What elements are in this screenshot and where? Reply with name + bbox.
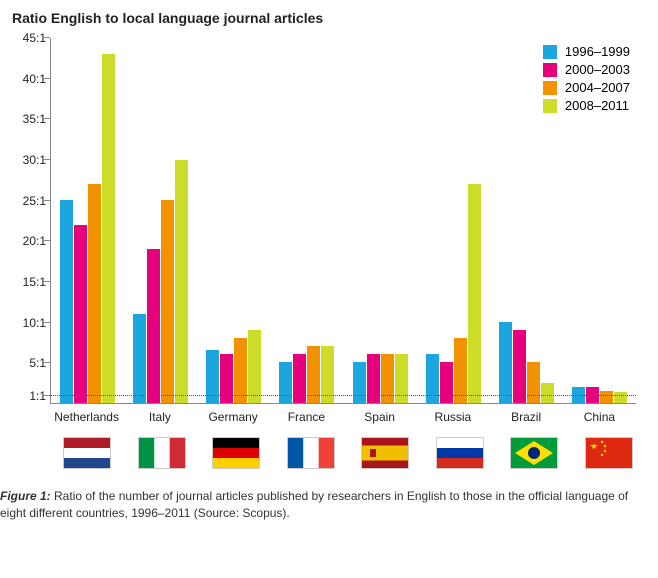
flag-cell	[125, 436, 200, 470]
baseline-1-1	[50, 395, 636, 396]
flag-cell	[572, 436, 647, 470]
es-flag-icon	[362, 438, 408, 468]
x-tick-label: Netherlands	[50, 406, 123, 428]
chart-title: Ratio English to local language journal …	[0, 0, 658, 26]
bar	[454, 338, 467, 403]
fr-flag-icon	[288, 438, 334, 468]
x-tick-label: Brazil	[490, 406, 563, 428]
y-tick-label: 35:1	[12, 112, 50, 126]
bar	[468, 184, 481, 403]
y-tick-label: 20:1	[12, 234, 50, 248]
ru-flag-icon	[437, 438, 483, 468]
legend-label: 2008–2011	[565, 98, 629, 113]
bar	[175, 160, 188, 403]
x-axis-labels: NetherlandsItalyGermanyFranceSpainRussia…	[50, 406, 636, 428]
bar	[102, 54, 115, 403]
bar	[353, 362, 366, 403]
bar	[513, 330, 526, 403]
legend-swatch	[543, 81, 557, 95]
flag-cell	[423, 436, 498, 470]
bar	[60, 200, 73, 403]
br-flag-icon	[511, 438, 557, 468]
de-flag-icon	[213, 438, 259, 468]
legend-swatch	[543, 63, 557, 77]
bar	[133, 314, 146, 403]
y-tick-label: 45:1	[12, 31, 50, 45]
caption-prefix: Figure 1:	[0, 489, 51, 503]
legend-item: 2004–2007	[543, 80, 630, 95]
y-tick-label: 25:1	[12, 194, 50, 208]
legend-swatch	[543, 45, 557, 59]
legend-label: 1996–1999	[565, 44, 630, 59]
legend-label: 2004–2007	[565, 80, 630, 95]
x-tick-label: Russia	[416, 406, 489, 428]
it-flag-icon	[139, 438, 185, 468]
bar	[527, 362, 540, 403]
caption-text: Ratio of the number of journal articles …	[0, 489, 628, 520]
flag-cell	[497, 436, 572, 470]
x-tick-label: Italy	[123, 406, 196, 428]
bar	[74, 225, 87, 403]
x-tick-label: France	[270, 406, 343, 428]
bar	[279, 362, 292, 403]
bar	[248, 330, 261, 403]
legend-item: 2000–2003	[543, 62, 630, 77]
bar	[600, 391, 613, 403]
chart-area: 1:15:110:115:120:125:130:135:140:145:1 N…	[12, 38, 646, 428]
figure-caption: Figure 1: Ratio of the number of journal…	[0, 470, 658, 523]
nl-flag-icon	[64, 438, 110, 468]
bar	[161, 200, 174, 403]
x-tick-label: Spain	[343, 406, 416, 428]
bar	[147, 249, 160, 403]
bar	[88, 184, 101, 403]
y-tick-label: 10:1	[12, 316, 50, 330]
legend-label: 2000–2003	[565, 62, 630, 77]
flag-cell	[199, 436, 274, 470]
flag-cell	[50, 436, 125, 470]
y-tick-label: 1:1	[12, 389, 50, 403]
bar-group	[197, 38, 270, 403]
x-tick-label: Germany	[197, 406, 270, 428]
bar	[541, 383, 554, 403]
bar-group	[270, 38, 343, 403]
bar	[440, 362, 453, 403]
legend-item: 1996–1999	[543, 44, 630, 59]
legend-item: 2008–2011	[543, 98, 630, 113]
flag-cell	[348, 436, 423, 470]
bar-group	[51, 38, 124, 403]
bar	[499, 322, 512, 403]
flags-row	[50, 436, 646, 470]
y-tick-label: 15:1	[12, 275, 50, 289]
legend-swatch	[543, 99, 557, 113]
bar	[234, 338, 247, 403]
legend: 1996–1999 2000–2003 2004–2007 2008–2011	[543, 44, 630, 116]
x-tick-label: China	[563, 406, 636, 428]
y-tick-label: 30:1	[12, 153, 50, 167]
y-tick-label: 5:1	[12, 356, 50, 370]
y-tick-label: 40:1	[12, 72, 50, 86]
cn-flag-icon	[586, 438, 632, 468]
bar-group	[344, 38, 417, 403]
bar-group	[417, 38, 490, 403]
flag-cell	[274, 436, 349, 470]
bar-group	[124, 38, 197, 403]
